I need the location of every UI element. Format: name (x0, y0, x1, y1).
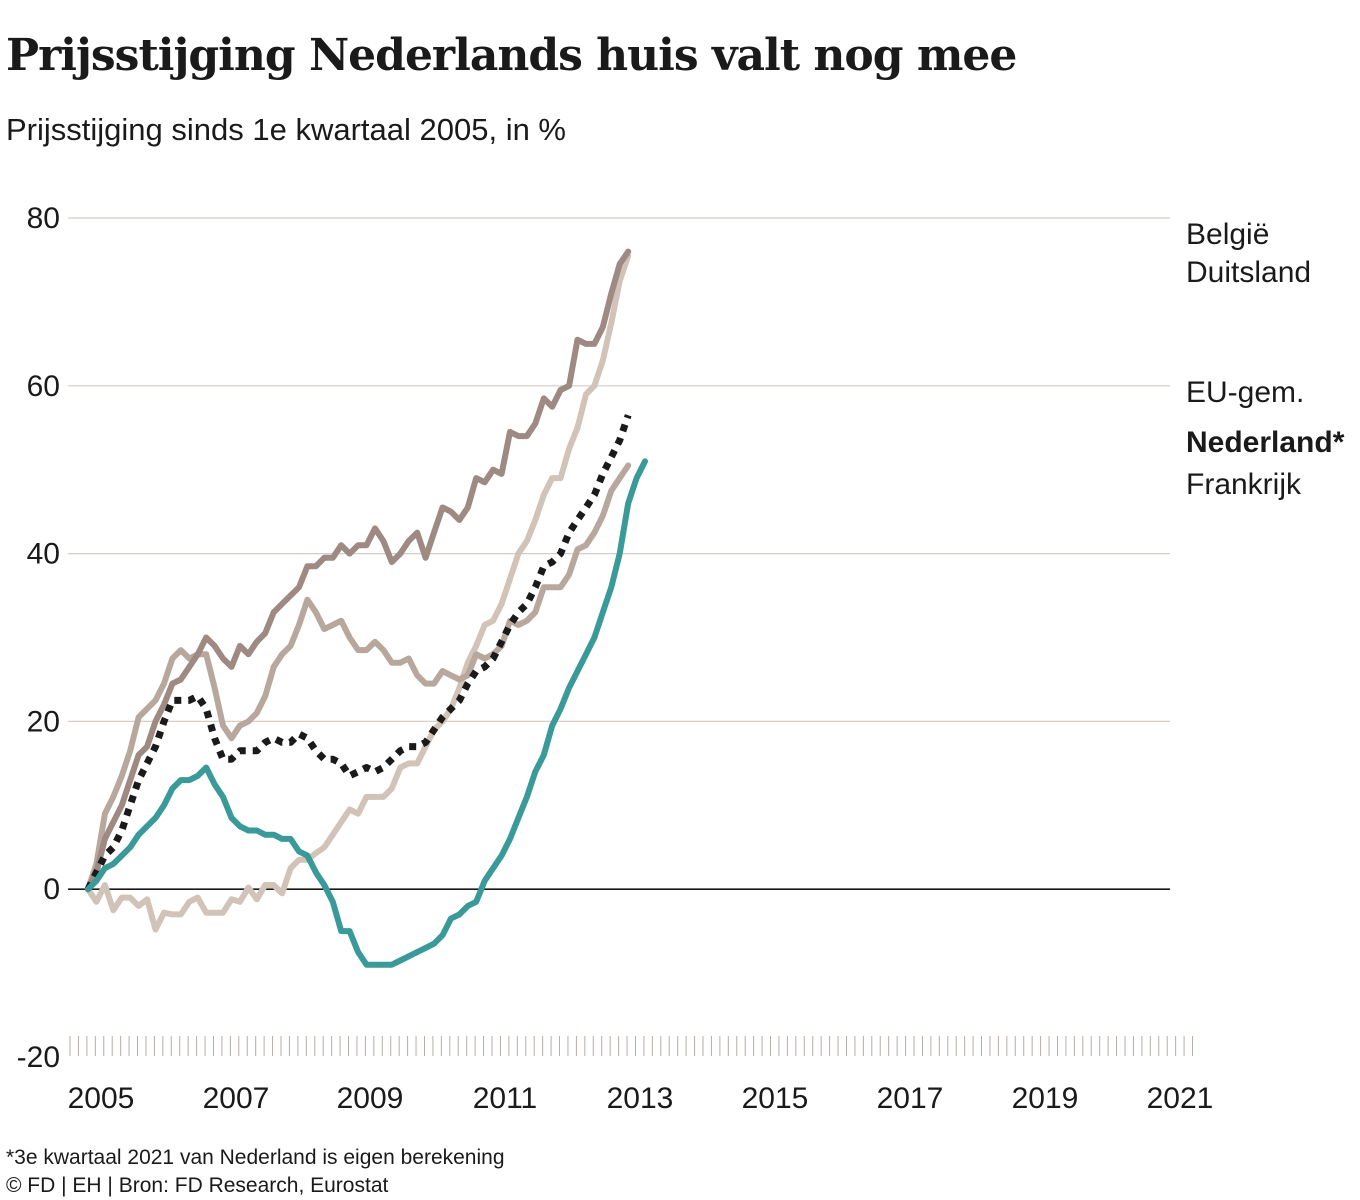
chart-subtitle: Prijsstijging sinds 1e kwartaal 2005, in… (6, 112, 566, 147)
x-tick-label: 2011 (473, 1082, 538, 1115)
x-tick-label: 2017 (877, 1082, 944, 1115)
series-line-belgi (85, 248, 632, 893)
x-tick-label: 2009 (337, 1082, 404, 1115)
x-tick-label: 2019 (1012, 1082, 1079, 1115)
legend-label-duitsland: Duitsland (1186, 256, 1311, 289)
series-line-duitsland (85, 252, 632, 933)
series-line-nederland (85, 458, 648, 968)
x-axis: 2005 2007 2009 2011 2013 2015 2017 2019 2021 (68, 1036, 1214, 1115)
series-line-frankrijk (85, 462, 632, 893)
footnote: *3e kwartaal 2021 van Nederland is eigen… (6, 1146, 505, 1169)
x-tick-label: 2015 (742, 1082, 809, 1115)
y-tick-label: 40 (27, 538, 60, 571)
y-tick-label: 0 (43, 873, 60, 906)
series-lines (84, 248, 648, 968)
series-line-eu-gem (84, 414, 632, 891)
legend: België Duitsland EU-gem. Nederland* Frankrij… (1186, 218, 1345, 501)
x-tick-label: 2005 (68, 1082, 135, 1115)
x-tick-label: 2021 (1147, 1082, 1214, 1115)
legend-label-nederland: Nederland* (1186, 426, 1345, 459)
legend-label-belgi: België (1186, 218, 1269, 251)
x-tick-label: 2007 (203, 1082, 270, 1115)
x-tick-label: 2013 (607, 1082, 674, 1115)
y-tick-label: -20 (17, 1041, 60, 1074)
y-tick-label: 80 (27, 202, 60, 235)
y-tick-label: 20 (27, 705, 60, 738)
chart-title: Prijsstijging Nederlands huis valt nog m… (6, 30, 1017, 81)
source-credit: © FD | EH | Bron: FD Research, Eurostat (6, 1174, 389, 1197)
legend-label-eu-gem: EU-gem. (1186, 376, 1304, 409)
y-tick-label: 60 (27, 370, 60, 403)
legend-label-frankrijk: Frankrijk (1186, 468, 1302, 501)
y-axis: 80 60 40 20 0 -20 (17, 202, 60, 1074)
